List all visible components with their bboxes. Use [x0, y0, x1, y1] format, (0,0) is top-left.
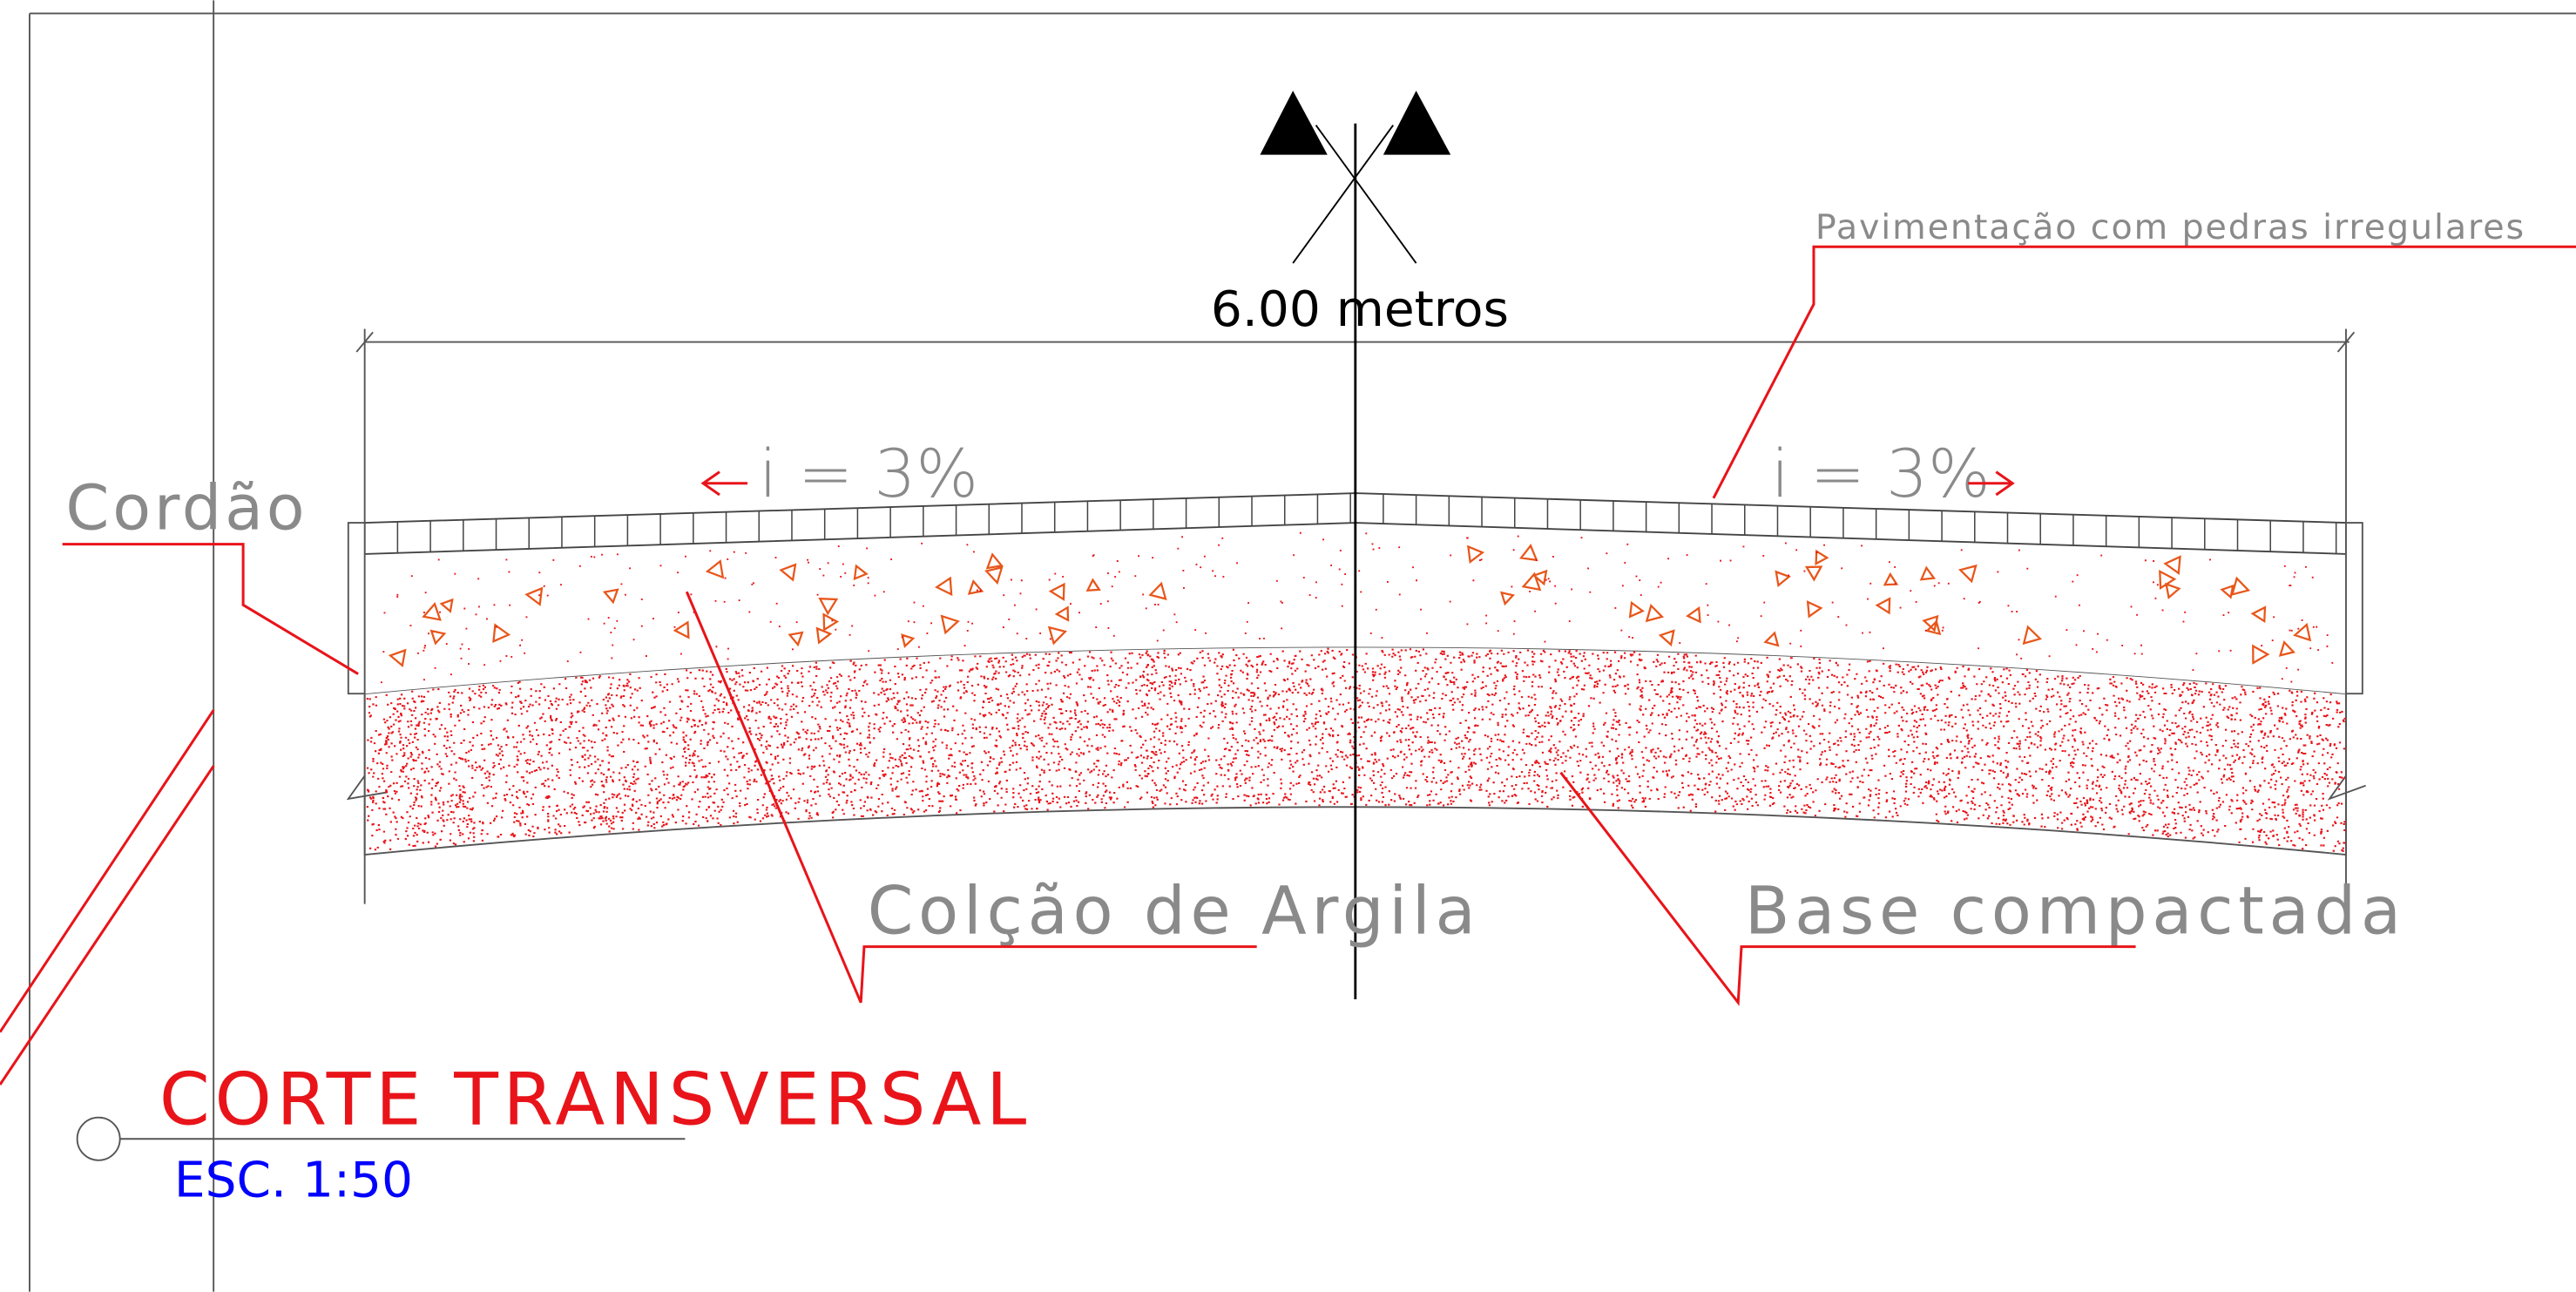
axis-flag — [1383, 91, 1451, 155]
dimension-tick — [355, 331, 374, 353]
paving-label: Pavimentação com pedras irregulares — [1815, 207, 2525, 247]
curb — [2345, 522, 2363, 695]
base-stipple — [366, 647, 2346, 852]
leader-line — [1559, 771, 2136, 1006]
paving-joints — [396, 493, 2337, 554]
clay-label: Colção de Argila — [868, 873, 1481, 950]
slope-arrow — [1968, 470, 2015, 497]
break-symbol — [346, 775, 2366, 801]
title: CORTE TRANSVERSAL — [159, 1057, 1031, 1141]
diagonal-line — [0, 765, 215, 1086]
leader-line — [62, 543, 359, 675]
clay-stipple — [380, 531, 2334, 684]
slope-label: i = 3% — [1771, 436, 1991, 512]
axis-symbol-line — [1292, 125, 1394, 264]
slope-label: i = 3% — [759, 436, 978, 512]
extension-line — [363, 693, 2347, 904]
clay-aggregate — [388, 544, 2312, 668]
curb — [347, 522, 366, 695]
axis-symbol-line — [1315, 125, 1417, 264]
title-marker — [76, 1116, 121, 1161]
leader-line — [1712, 245, 2576, 499]
cross-section — [346, 492, 2366, 904]
width-label: 6.00 metros — [1211, 281, 1509, 338]
scale-label: ESC. 1:50 — [174, 1151, 413, 1208]
dimension-tick — [2336, 331, 2356, 353]
leader-line — [685, 591, 1257, 1004]
curb-label: Cordão — [65, 471, 308, 545]
base-label: Base compactada — [1745, 873, 2406, 950]
diagonal-line — [0, 709, 215, 1033]
axis-flag — [1260, 91, 1328, 155]
slope-arrow — [700, 470, 748, 497]
